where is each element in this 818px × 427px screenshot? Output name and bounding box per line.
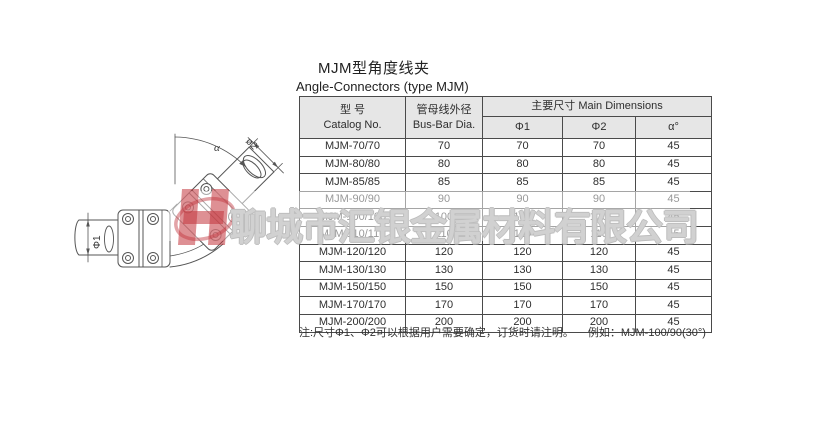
dimension-value-cell: 45 <box>635 208 712 227</box>
table-body: MJM-70/70 70 70 70 45 MJM-80/80 80 80 80 45 MJM-85… <box>299 138 712 333</box>
dimension-value-cell: 45 <box>635 278 712 298</box>
catalog-no-cell: MJM-130/130 <box>299 261 406 280</box>
dimension-value-cell: 80 <box>482 155 563 175</box>
table-row: MJM-110/110 110 110 110 45 <box>299 225 712 245</box>
header-busbar: 管母线外径 Bus-Bar Dia. <box>405 96 483 139</box>
header-busbar-cn: 管母线外径 <box>416 104 472 117</box>
dimension-value-cell: 70 <box>482 138 563 157</box>
dimension-value-cell: 70 <box>562 138 636 157</box>
catalog-no-cell: MJM-70/70 <box>299 138 406 157</box>
page-subtitle: Angle-Connectors (type MJM) <box>296 79 469 94</box>
dimension-value-cell: 45 <box>635 138 712 157</box>
dimension-value-cell: 200 <box>482 313 563 333</box>
table-row: MJM-200/200 200 200 200 45 <box>299 313 712 333</box>
dimension-value-cell: 100 <box>405 208 483 227</box>
table-row: MJM-100/100 100 100 100 45 <box>299 208 712 227</box>
catalog-no-cell: MJM-200/200 <box>299 313 406 333</box>
header-catalog-en: Catalog No. <box>323 118 382 131</box>
footnote-example: 例如：MJM-100/90(30°) <box>587 327 706 339</box>
dimension-value-cell: 45 <box>635 190 712 210</box>
dimension-value-cell: 130 <box>482 261 563 280</box>
dimension-value-cell: 170 <box>562 296 636 315</box>
page-title: MJM型角度线夹 <box>318 60 430 77</box>
catalog-no-cell: MJM-100/100 <box>299 208 406 227</box>
dimension-value-cell: 70 <box>405 138 483 157</box>
dimension-value-cell: 110 <box>405 225 483 245</box>
header-alpha: α° <box>635 116 712 139</box>
dimension-value-cell: 45 <box>635 261 712 280</box>
dimension-value-cell: 100 <box>482 208 563 227</box>
angle-connector-diagram: ø2 <box>74 133 284 268</box>
dimension-value-cell: 45 <box>635 155 712 175</box>
table-row: MJM-85/85 85 85 85 45 <box>299 173 712 192</box>
header-catalog: 型 号 Catalog No. <box>299 96 406 139</box>
dimension-value-cell: 90 <box>482 190 563 210</box>
dimension-value-cell: 45 <box>635 296 712 315</box>
catalog-no-cell: MJM-170/170 <box>299 296 406 315</box>
dimension-value-cell: 200 <box>405 313 483 333</box>
dimension-value-cell: 100 <box>562 208 636 227</box>
table-row: MJM-130/130 130 130 130 45 <box>299 261 712 280</box>
header-phi2: Φ2 <box>562 116 636 139</box>
header-phi1: Φ1 <box>482 116 563 139</box>
dimension-value-cell: 90 <box>562 190 636 210</box>
dimension-value-cell: 110 <box>562 225 636 245</box>
dimension-value-cell: 170 <box>405 296 483 315</box>
catalog-no-cell: MJM-150/150 <box>299 278 406 298</box>
catalog-no-cell: MJM-120/120 <box>299 243 406 263</box>
table-row: MJM-90/90 90 90 90 45 <box>299 190 712 210</box>
dimension-value-cell: 85 <box>482 173 563 192</box>
alpha-dimension-label: α <box>214 142 220 154</box>
header-busbar-en: Bus-Bar Dia. <box>412 118 476 131</box>
dimension-value-cell: 45 <box>635 225 712 245</box>
dimension-value-cell: 90 <box>405 190 483 210</box>
dimension-value-cell: 150 <box>482 278 563 298</box>
dimensions-table: 型 号 Catalog No. 管母线外径 Bus-Bar Dia. 主要尺寸 … <box>299 96 712 333</box>
dimension-value-cell: 130 <box>562 261 636 280</box>
dimension-value-cell: 150 <box>405 278 483 298</box>
dimension-value-cell: 80 <box>405 155 483 175</box>
catalog-no-cell: MJM-85/85 <box>299 173 406 192</box>
header-main-dimensions: 主要尺寸 Main Dimensions <box>482 96 712 117</box>
table-row: MJM-80/80 80 80 80 45 <box>299 155 712 175</box>
catalog-no-cell: MJM-80/80 <box>299 155 406 175</box>
table-row: MJM-70/70 70 70 70 45 <box>299 138 712 157</box>
table-row: MJM-170/170 170 170 170 45 <box>299 296 712 315</box>
catalog-no-cell: MJM-90/90 <box>299 190 406 210</box>
dimension-value-cell: 120 <box>482 243 563 263</box>
dimension-value-cell: 120 <box>562 243 636 263</box>
dimension-value-cell: 85 <box>562 173 636 192</box>
dimension-value-cell: 170 <box>482 296 563 315</box>
dimension-value-cell: 150 <box>562 278 636 298</box>
dimension-value-cell: 45 <box>635 313 712 333</box>
header-catalog-cn: 型 号 <box>339 104 366 117</box>
dimension-value-cell: 200 <box>562 313 636 333</box>
phi1-dimension-label: Φ1 <box>92 235 103 249</box>
footnote-text: 注:尺寸Φ1、Φ2可以根据用户需要确定，订货时请注明。 <box>299 327 574 339</box>
dimension-value-cell: 45 <box>635 173 712 192</box>
catalog-no-cell: MJM-110/110 <box>299 225 406 245</box>
dimension-value-cell: 120 <box>405 243 483 263</box>
dimension-value-cell: 80 <box>562 155 636 175</box>
table-row: MJM-120/120 120 120 120 45 <box>299 243 712 263</box>
dimension-value-cell: 130 <box>405 261 483 280</box>
footnote: 注:尺寸Φ1、Φ2可以根据用户需要确定，订货时请注明。 例如：MJM-100/90… <box>299 324 706 340</box>
dimension-value-cell: 45 <box>635 243 712 263</box>
dimension-value-cell: 110 <box>482 225 563 245</box>
dimension-value-cell: 85 <box>405 173 483 192</box>
table-row: MJM-150/150 150 150 150 45 <box>299 278 712 298</box>
